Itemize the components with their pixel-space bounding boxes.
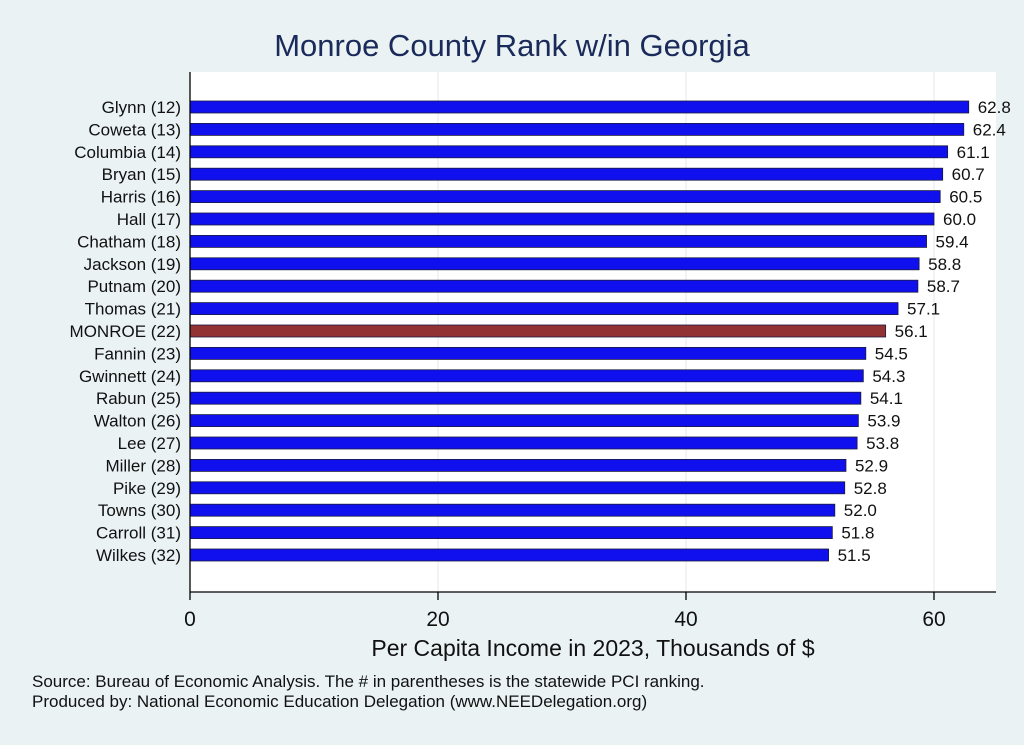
bar [189,324,887,338]
bar [189,212,935,226]
bar [189,100,970,114]
data-label: 62.4 [973,120,1006,139]
bar [189,414,859,428]
data-label: 61.1 [957,143,990,162]
bar [189,123,965,136]
data-label: 57.1 [907,300,940,319]
category-label: MONROE (22) [70,322,181,341]
category-label: Bryan (15) [102,165,181,184]
bar [189,279,919,293]
data-label: 58.8 [928,255,961,274]
data-label: 54.3 [872,367,905,386]
category-label: Pike (29) [113,479,181,498]
data-label: 58.7 [927,277,960,296]
bar-chart: Glynn (12) 62.8 Coweta (13) 62.4 Columbia (1… [70,72,1011,661]
category-label: Fannin (23) [94,344,181,363]
category-label: Walton (26) [94,412,181,431]
data-label: 54.1 [870,389,903,408]
data-label: 51.8 [841,524,874,543]
data-label: 56.1 [895,322,928,341]
producer-note: Produced by: National Economic Education… [32,692,648,711]
bar [189,145,949,159]
data-label: 62.8 [978,98,1011,117]
bar [189,167,944,181]
bar [189,369,864,383]
data-label: 52.9 [855,456,888,475]
data-label: 60.0 [943,210,976,229]
bar [189,346,867,360]
data-label: 54.5 [875,344,908,363]
bar [189,190,941,204]
bar [189,548,829,562]
bar [189,391,862,405]
category-label: Miller (28) [105,456,181,475]
category-label: Harris (16) [101,188,181,207]
data-label: 60.7 [952,165,985,184]
category-label: Towns (30) [98,501,181,520]
category-label: Carroll (31) [96,524,181,543]
category-label: Thomas (21) [85,300,181,319]
data-label: 53.9 [867,412,900,431]
x-tick-label: 60 [922,608,945,631]
category-label: Chatham (18) [77,232,181,251]
bar [189,234,927,248]
bar [189,526,833,539]
category-label: Hall (17) [117,210,181,229]
data-label: 52.8 [854,479,887,498]
bar [189,503,836,517]
category-label: Wilkes (32) [96,546,181,565]
category-label: Jackson (19) [84,255,181,274]
category-label: Rabun (25) [96,389,181,408]
x-tick-label: 40 [674,608,697,631]
x-tick-label: 20 [426,608,449,631]
category-label: Glynn (12) [102,98,181,117]
chart-title: Monroe County Rank w/in Georgia [274,28,750,63]
data-label: 53.8 [866,434,899,453]
category-label: Coweta (13) [88,120,181,139]
source-note: Source: Bureau of Economic Analysis. The… [32,672,705,691]
bar [189,436,858,450]
category-label: Columbia (14) [74,143,181,162]
bar [189,302,899,316]
category-label: Putnam (20) [87,277,181,296]
data-label: 59.4 [936,232,969,251]
data-label: 51.5 [838,546,871,565]
bar [189,257,920,271]
category-label: Lee (27) [118,434,181,453]
bar [189,458,847,472]
category-label: Gwinnett (24) [79,367,181,386]
x-axis-label: Per Capita Income in 2023, Thousands of … [371,635,814,661]
data-label: 52.0 [844,501,877,520]
x-tick-label: 0 [184,608,196,631]
bar [189,481,846,495]
data-label: 60.5 [949,188,982,207]
